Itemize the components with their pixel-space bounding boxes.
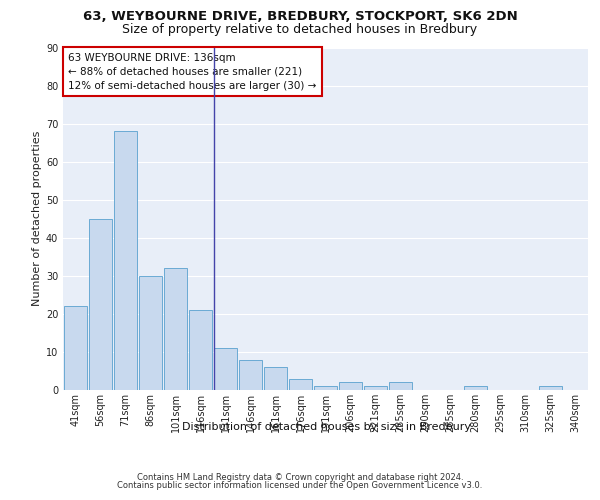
Bar bbox=[214, 348, 237, 390]
Bar bbox=[64, 306, 87, 390]
Text: 63, WEYBOURNE DRIVE, BREDBURY, STOCKPORT, SK6 2DN: 63, WEYBOURNE DRIVE, BREDBURY, STOCKPORT… bbox=[83, 10, 517, 23]
Bar bbox=[139, 276, 162, 390]
Bar bbox=[264, 367, 287, 390]
Bar bbox=[364, 386, 387, 390]
Text: Contains public sector information licensed under the Open Government Licence v3: Contains public sector information licen… bbox=[118, 481, 482, 490]
Text: Contains HM Land Registry data © Crown copyright and database right 2024.: Contains HM Land Registry data © Crown c… bbox=[137, 472, 463, 482]
Text: 63 WEYBOURNE DRIVE: 136sqm
← 88% of detached houses are smaller (221)
12% of sem: 63 WEYBOURNE DRIVE: 136sqm ← 88% of deta… bbox=[68, 52, 317, 90]
Y-axis label: Number of detached properties: Number of detached properties bbox=[32, 131, 41, 306]
Bar bbox=[189, 310, 212, 390]
Bar bbox=[539, 386, 562, 390]
Bar bbox=[89, 219, 112, 390]
Bar bbox=[289, 378, 312, 390]
Text: Size of property relative to detached houses in Bredbury: Size of property relative to detached ho… bbox=[122, 22, 478, 36]
Bar bbox=[389, 382, 412, 390]
Bar bbox=[314, 386, 337, 390]
Bar bbox=[239, 360, 262, 390]
Bar bbox=[114, 131, 137, 390]
Bar bbox=[339, 382, 362, 390]
Bar bbox=[164, 268, 187, 390]
Bar bbox=[464, 386, 487, 390]
Text: Distribution of detached houses by size in Bredbury: Distribution of detached houses by size … bbox=[182, 422, 472, 432]
